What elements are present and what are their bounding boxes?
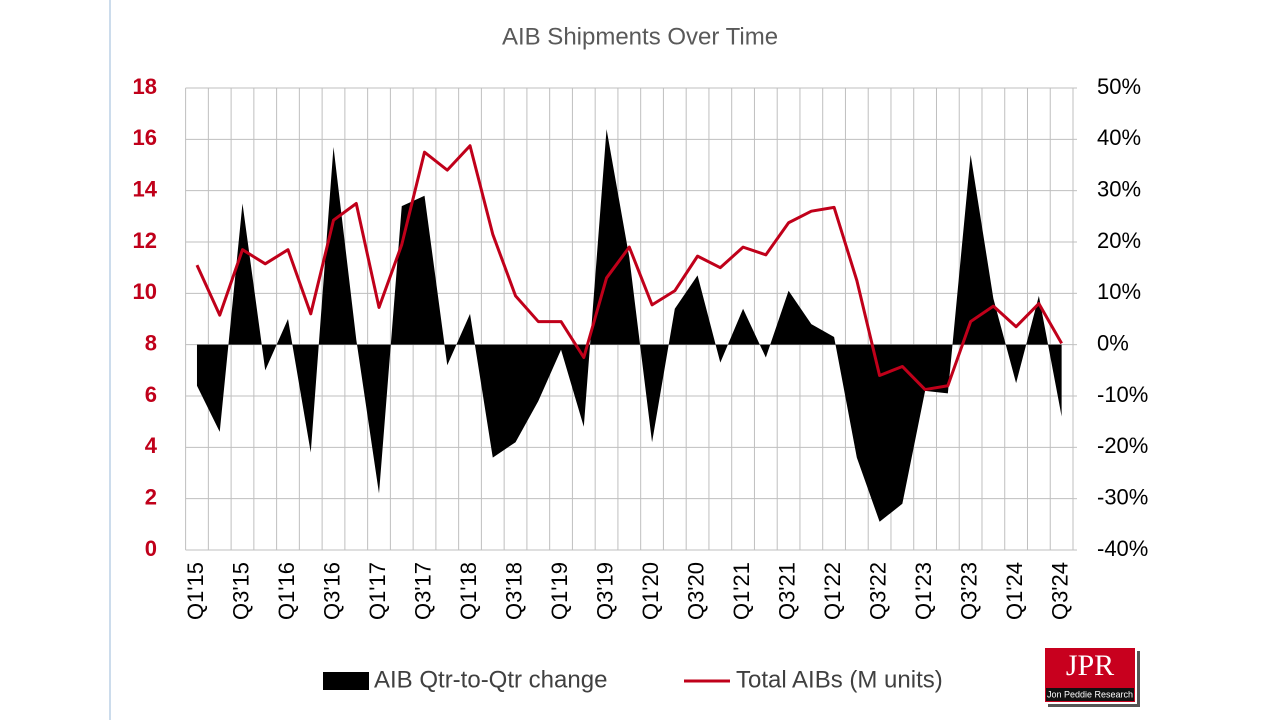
y2-tick-label: -20% <box>1097 433 1148 458</box>
y2-tick-label: 40% <box>1097 125 1141 150</box>
y-tick-label: 16 <box>133 125 157 150</box>
x-tick-label: Q1'16 <box>274 562 299 620</box>
y2-tick-label: -10% <box>1097 382 1148 407</box>
y-tick-label: 0 <box>145 536 157 561</box>
x-tick-label: Q1'18 <box>456 562 481 620</box>
x-tick-label: Q3'15 <box>228 562 253 620</box>
x-tick-label: Q1'15 <box>183 562 208 620</box>
y-tick-label: 18 <box>133 74 157 99</box>
x-tick-label: Q3'20 <box>683 562 708 620</box>
y-tick-label: 14 <box>133 176 158 201</box>
y-tick-label: 12 <box>133 228 157 253</box>
y2-tick-label: 10% <box>1097 279 1141 304</box>
legend-label: Total AIBs (M units) <box>736 666 943 693</box>
y2-tick-label: -30% <box>1097 484 1148 509</box>
x-tick-label: Q1'17 <box>365 562 390 620</box>
legend-label: AIB Qtr-to-Qtr change <box>374 666 607 693</box>
x-tick-label: Q3'19 <box>592 562 617 620</box>
y2-tick-label: -40% <box>1097 536 1148 561</box>
chart-title: AIB Shipments Over Time <box>502 23 778 50</box>
y-tick-label: 2 <box>145 484 157 509</box>
y-tick-label: 6 <box>145 382 157 407</box>
x-tick-label: Q1'19 <box>547 562 572 620</box>
x-tick-label: Q1'24 <box>1002 562 1027 620</box>
x-tick-label: Q3'24 <box>1047 562 1072 620</box>
x-tick-label: Q3'17 <box>410 562 435 620</box>
x-tick-label: Q1'21 <box>729 562 754 620</box>
logo: JPR Jon Peddie Research <box>1043 646 1140 707</box>
legend-swatch <box>323 672 369 690</box>
logo-subtitle: Jon Peddie Research <box>1047 689 1133 699</box>
x-tick-label: Q3'23 <box>956 562 981 620</box>
x-tick-label: Q3'21 <box>774 562 799 620</box>
x-tick-label: Q3'16 <box>319 562 344 620</box>
x-tick-label: Q3'22 <box>865 562 890 620</box>
logo-text: JPR <box>1066 649 1114 682</box>
x-tick-label: Q1'23 <box>911 562 936 620</box>
y-tick-label: 8 <box>145 330 157 355</box>
y-tick-label: 4 <box>145 433 158 458</box>
y2-tick-label: 20% <box>1097 228 1141 253</box>
x-tick-label: Q1'22 <box>820 562 845 620</box>
y2-tick-label: 30% <box>1097 176 1141 201</box>
y2-tick-label: 50% <box>1097 74 1141 99</box>
y2-tick-label: 0% <box>1097 330 1129 355</box>
x-tick-label: Q1'20 <box>638 562 663 620</box>
logo-band <box>1046 688 1134 701</box>
x-tick-label: Q3'18 <box>501 562 526 620</box>
y-tick-label: 10 <box>133 279 157 304</box>
area <box>196 129 1062 522</box>
line <box>195 144 1063 392</box>
